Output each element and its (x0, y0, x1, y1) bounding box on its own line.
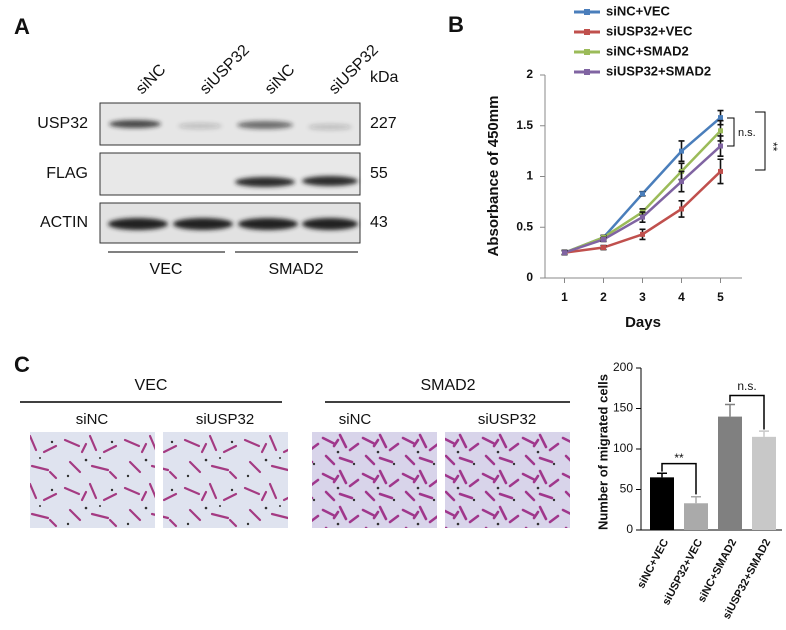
x-tick-label: 5 (717, 290, 724, 304)
y-tick-label: 1.5 (516, 118, 533, 132)
legend-label: siNC+SMAD2 (606, 43, 689, 58)
bar (684, 503, 708, 530)
x-tick-label: 4 (678, 290, 685, 304)
y-axis-label: Absorbance of 450mm (485, 96, 502, 257)
bracket (661, 462, 697, 495)
y-tick-label: 0 (626, 522, 633, 536)
bracket (727, 117, 735, 147)
x-tick-label: 1 (561, 290, 568, 304)
panel-label: A (14, 14, 30, 39)
marker (718, 128, 723, 134)
y-tick-label: 0.5 (516, 219, 533, 233)
annotation: ** (674, 451, 684, 465)
x-tick-label: siNC+VEC (635, 537, 671, 590)
legend-label: siUSP32+VEC (606, 23, 693, 38)
bar (718, 416, 742, 530)
bar (650, 477, 674, 530)
x-tick-label: 2 (600, 290, 607, 304)
migration-images (20, 401, 570, 528)
y-tick-label: 1 (526, 169, 533, 183)
legend-marker (584, 29, 590, 35)
lane-label: siUSP32 (196, 411, 254, 428)
marker (562, 250, 567, 256)
x-axis-label: Days (625, 314, 661, 331)
legend-marker (584, 69, 590, 75)
lane-label: siNC (76, 411, 109, 428)
marker (718, 115, 723, 121)
annotation: n.s. (738, 127, 756, 139)
legend-marker (584, 9, 590, 15)
panel-label: C (14, 352, 30, 377)
row-label: ACTIN (40, 214, 88, 231)
row-label: USP32 (37, 115, 88, 132)
error-bar (725, 403, 735, 417)
legend-label: siNC+VEC (606, 3, 671, 18)
lane-label: siUSP32 (197, 42, 253, 98)
unit-label: kDa (370, 69, 399, 86)
row-label: FLAG (46, 165, 88, 182)
y-tick-label: 150 (613, 401, 633, 415)
lane-label: siUSP32 (478, 411, 536, 428)
error-bar (657, 472, 667, 478)
kda-label: 43 (370, 214, 388, 231)
marker (640, 231, 645, 237)
lane-label: siNC (262, 61, 299, 98)
marker (679, 148, 684, 154)
y-tick-label: 2 (526, 67, 533, 81)
legend-label: siUSP32+SMAD2 (606, 63, 711, 78)
group-label: SMAD2 (420, 377, 475, 394)
marker (679, 206, 684, 212)
y-tick-label: 0 (526, 270, 533, 284)
legend-marker (584, 49, 590, 55)
annotation: ** (766, 142, 780, 152)
lane-label: siNC (339, 411, 372, 428)
bar (752, 436, 776, 530)
annotation: n.s. (737, 379, 756, 393)
bracket (729, 394, 765, 430)
group-label: SMAD2 (268, 261, 323, 278)
y-tick-label: 200 (613, 360, 633, 374)
x-tick-label: 3 (639, 290, 646, 304)
kda-label: 227 (370, 115, 397, 132)
panel-label: B (448, 12, 464, 37)
error-bar (691, 496, 701, 504)
marker (601, 236, 606, 242)
kda-label: 55 (370, 165, 388, 182)
marker (601, 245, 606, 251)
marker (640, 191, 645, 197)
marker (718, 168, 723, 174)
y-tick-label: 50 (620, 482, 634, 496)
y-axis-label: Number of migrated cells (595, 374, 610, 530)
marker (640, 214, 645, 220)
bracket (755, 111, 766, 171)
group-label: VEC (135, 377, 168, 394)
group-label: VEC (150, 261, 183, 278)
blot-images (99, 102, 361, 253)
y-tick-label: 100 (613, 441, 633, 455)
lane-label: siNC (133, 61, 170, 98)
marker (718, 143, 723, 149)
error-bar (759, 430, 769, 437)
marker (679, 179, 684, 185)
